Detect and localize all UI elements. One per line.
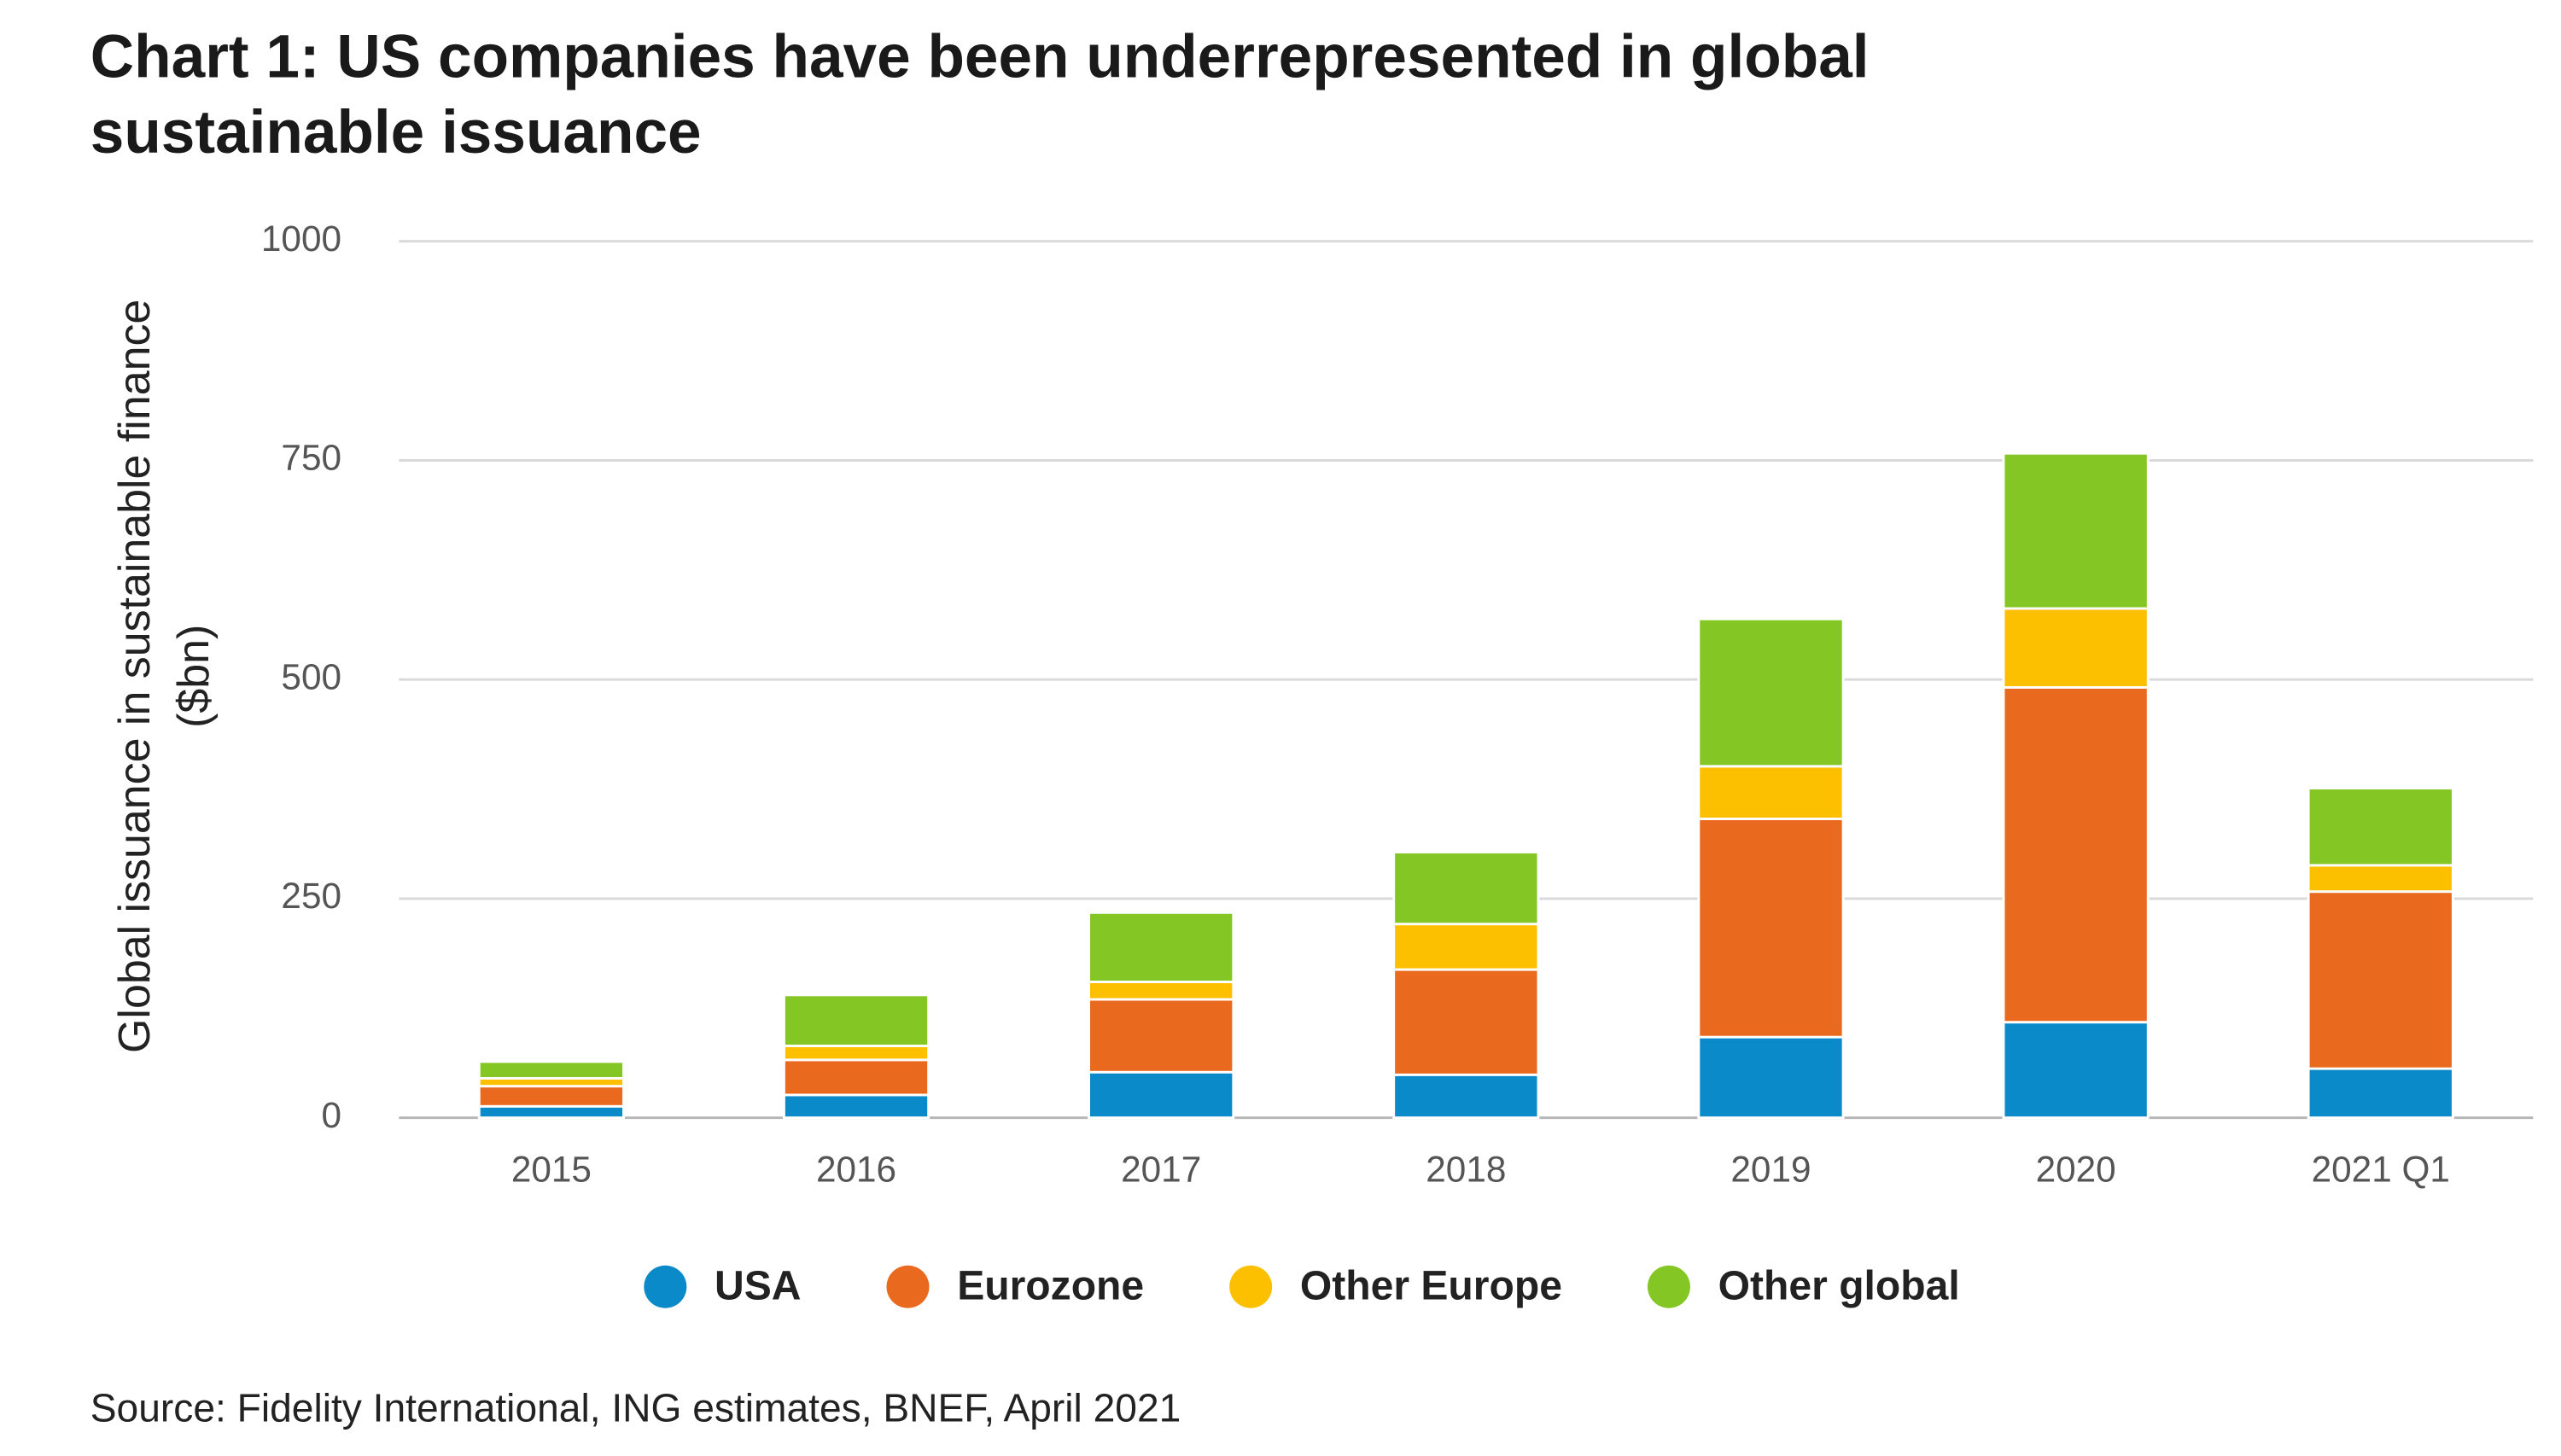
bar-segment bbox=[782, 1093, 930, 1120]
legend-label: Other Europe bbox=[1300, 1262, 1562, 1308]
x-tick-label: 2017 bbox=[1121, 1149, 1201, 1189]
y-tick-label: 250 bbox=[281, 876, 341, 916]
bar-segment bbox=[477, 1085, 625, 1108]
y-tick-label: 750 bbox=[281, 438, 341, 478]
x-tick-label: 2020 bbox=[2036, 1149, 2116, 1189]
legend-marker bbox=[1229, 1265, 1273, 1308]
bar-segment bbox=[1697, 1035, 1845, 1120]
bar-segment bbox=[782, 1044, 930, 1062]
bar-segment bbox=[1088, 981, 1235, 1001]
bar-segment bbox=[1088, 998, 1235, 1074]
legend-label: Other global bbox=[1718, 1262, 1960, 1308]
bar-segment bbox=[2002, 685, 2150, 1024]
bar-segment bbox=[2002, 451, 2150, 610]
chart-title: Chart 1: US companies have been underrep… bbox=[90, 22, 1870, 166]
y-tick-label: 500 bbox=[281, 656, 341, 696]
bar-segment bbox=[782, 993, 930, 1047]
x-tick-label: 2021 Q1 bbox=[2312, 1149, 2450, 1189]
bar-segment bbox=[2307, 1067, 2454, 1120]
legend-marker bbox=[1647, 1265, 1690, 1308]
legend-label: USA bbox=[715, 1262, 801, 1308]
x-tick-label: 2018 bbox=[1426, 1149, 1506, 1189]
bar-segment bbox=[477, 1104, 625, 1120]
bar-segment bbox=[2002, 1021, 2150, 1120]
bar-segment bbox=[2002, 607, 2150, 689]
bar-segment bbox=[1088, 1070, 1235, 1120]
bar-segment bbox=[1392, 923, 1540, 971]
bar-segment bbox=[782, 1058, 930, 1097]
bar-segment bbox=[477, 1060, 625, 1080]
bar-segment bbox=[1088, 911, 1235, 983]
x-tick-label: 2015 bbox=[511, 1149, 592, 1189]
bar-segment bbox=[1392, 968, 1540, 1076]
bar-segment bbox=[1697, 765, 1845, 820]
y-tick-label: 0 bbox=[321, 1095, 341, 1135]
bar-segment bbox=[2307, 787, 2454, 867]
bar-segment bbox=[1392, 851, 1540, 926]
bar-segment bbox=[2307, 890, 2454, 1070]
bar-segment bbox=[2307, 864, 2454, 894]
source-note: Source: Fidelity International, ING esti… bbox=[90, 1387, 1181, 1431]
x-tick-label: 2016 bbox=[816, 1149, 896, 1189]
x-tick-label: 2019 bbox=[1730, 1149, 1811, 1189]
legend-marker bbox=[886, 1265, 930, 1308]
bar-segment bbox=[1697, 617, 1845, 768]
legend-marker bbox=[644, 1265, 687, 1308]
bar-segment bbox=[1697, 818, 1845, 1039]
legend-label: Eurozone bbox=[957, 1262, 1144, 1308]
bar-segment bbox=[1392, 1073, 1540, 1120]
y-tick-label: 1000 bbox=[261, 218, 341, 259]
